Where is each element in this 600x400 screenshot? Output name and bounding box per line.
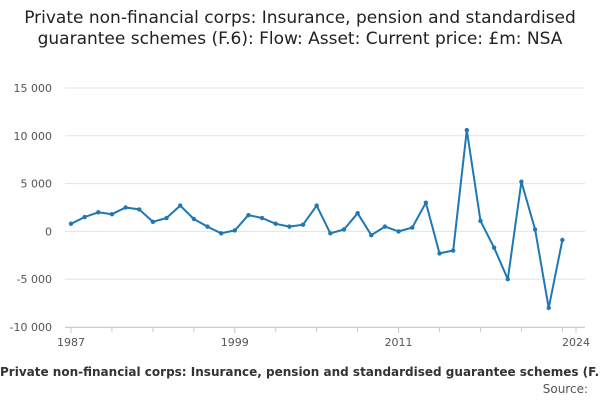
data-point	[96, 210, 101, 215]
data-point	[396, 229, 401, 234]
data-point	[519, 179, 524, 184]
y-tick-label: 10 000	[14, 130, 53, 143]
x-tick-label: 2024	[562, 336, 590, 349]
data-point	[355, 211, 360, 216]
data-point	[491, 245, 497, 250]
data-point	[423, 200, 429, 205]
grid-lines	[65, 87, 585, 328]
series-layer	[68, 127, 565, 311]
data-point	[177, 203, 183, 208]
data-point	[505, 277, 510, 282]
data-point	[532, 227, 538, 232]
data-point	[123, 205, 128, 210]
data-point	[341, 227, 347, 232]
data-point	[82, 214, 87, 220]
data-point	[328, 231, 333, 236]
data-point	[259, 215, 265, 221]
data-point	[218, 231, 224, 236]
data-point	[300, 222, 306, 227]
data-point	[273, 221, 278, 226]
x-tick-label: 1999	[221, 336, 249, 349]
source-label: Source:	[542, 382, 588, 396]
data-point	[137, 207, 142, 212]
data-point	[410, 225, 415, 230]
data-point	[314, 203, 319, 208]
data-point	[478, 218, 483, 224]
data-point	[68, 221, 74, 226]
legend: Private non-financial corps: Insurance, …	[0, 365, 600, 381]
axes: -10 000 -5 000 0 5 000 10 000 15 000 1987 1999 2…	[10, 82, 590, 349]
data-point	[205, 224, 210, 229]
data-point	[191, 216, 197, 222]
y-tick-label: -10 000	[10, 321, 52, 334]
data-point	[369, 233, 374, 238]
data-point	[450, 248, 456, 253]
data-point	[164, 215, 169, 221]
data-point	[150, 219, 156, 225]
series-line	[70, 129, 564, 309]
y-tick-label: 15 000	[14, 82, 53, 95]
data-point	[232, 228, 237, 233]
data-point	[437, 251, 442, 256]
legend-label: Private non-financial corps: Insurance, …	[0, 365, 600, 379]
data-point	[546, 305, 551, 311]
data-point	[246, 212, 251, 218]
y-tick-label: 0	[45, 225, 52, 238]
data-point	[464, 127, 470, 133]
x-tick-label: 1987	[57, 336, 85, 349]
y-tick-label: 5 000	[21, 178, 53, 191]
data-point	[109, 211, 115, 217]
data-point	[560, 237, 565, 243]
chart-title: Private non-financial corps: Insurance, …	[24, 8, 576, 49]
data-point	[382, 224, 388, 229]
y-tick-label: -5 000	[17, 273, 52, 286]
data-point	[287, 224, 292, 229]
x-tick-label: 2011	[385, 336, 413, 349]
